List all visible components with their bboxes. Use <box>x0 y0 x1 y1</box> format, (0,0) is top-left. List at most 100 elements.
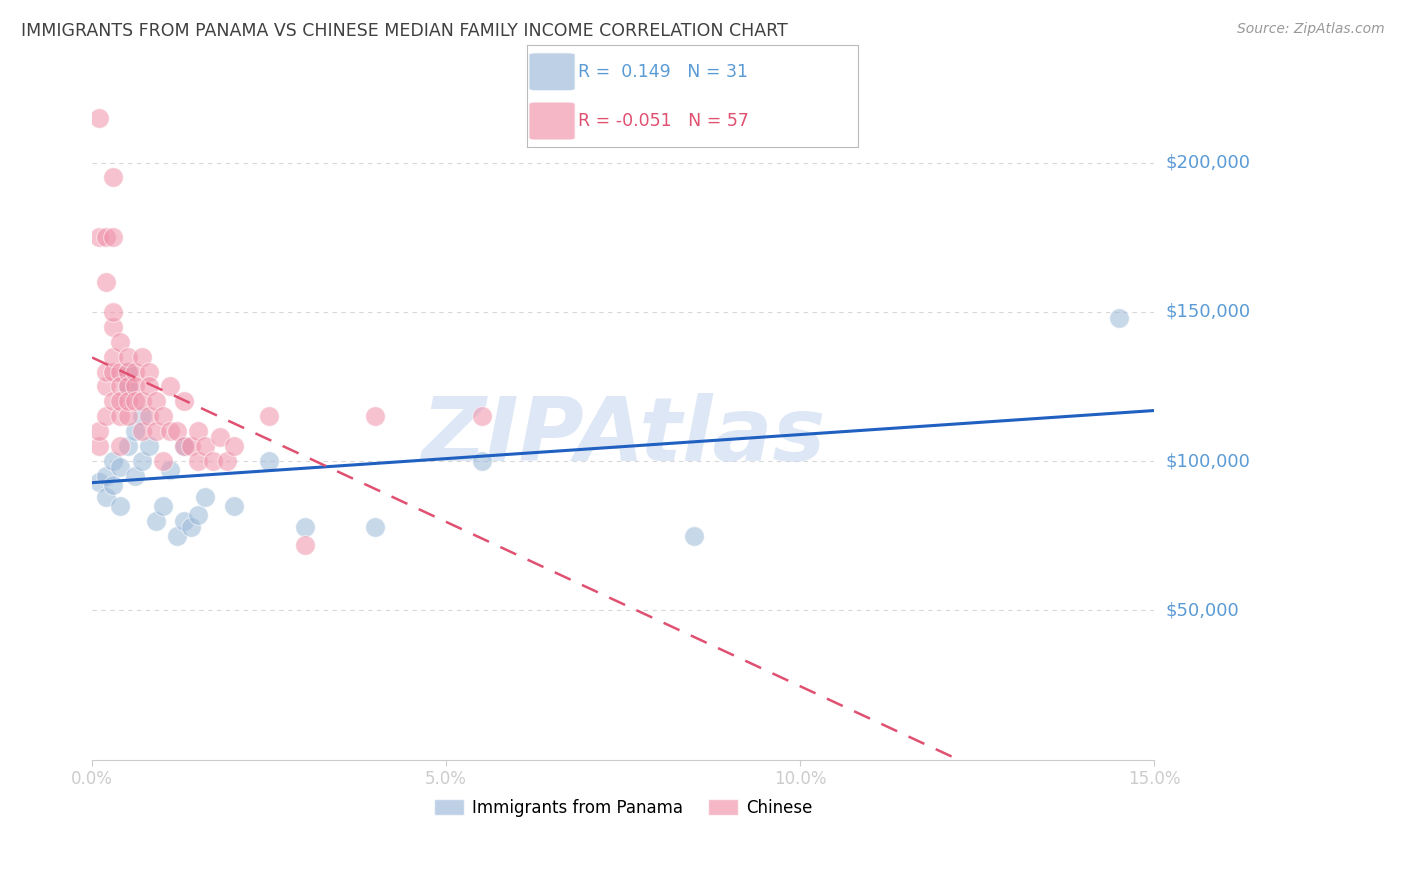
Point <box>145 424 167 438</box>
Point <box>166 529 188 543</box>
Point <box>173 439 195 453</box>
Point <box>138 379 160 393</box>
Point <box>110 379 132 393</box>
Point <box>138 439 160 453</box>
Point <box>124 469 146 483</box>
Point <box>103 230 125 244</box>
Point <box>110 409 132 424</box>
Point <box>364 409 387 424</box>
Point <box>152 499 174 513</box>
Point <box>194 490 217 504</box>
Point <box>96 469 118 483</box>
Point <box>89 230 111 244</box>
Point <box>103 365 125 379</box>
Point <box>96 275 118 289</box>
Point <box>152 409 174 424</box>
Point <box>110 439 132 453</box>
Text: ZIPAtlas: ZIPAtlas <box>420 393 825 481</box>
Point <box>152 454 174 468</box>
Point <box>294 520 316 534</box>
Point <box>117 394 139 409</box>
Point <box>96 230 118 244</box>
Point <box>131 454 153 468</box>
Point <box>103 478 125 492</box>
Point <box>110 394 132 409</box>
Point <box>124 394 146 409</box>
Point <box>117 379 139 393</box>
Point <box>208 430 231 444</box>
Point <box>110 365 132 379</box>
Point <box>103 454 125 468</box>
Point <box>103 394 125 409</box>
Point <box>166 424 188 438</box>
Point <box>117 439 139 453</box>
Point <box>89 475 111 489</box>
Point <box>159 463 181 477</box>
Point <box>257 409 280 424</box>
Point <box>124 424 146 438</box>
Point <box>180 439 202 453</box>
Point <box>201 454 224 468</box>
Legend: Immigrants from Panama, Chinese: Immigrants from Panama, Chinese <box>427 792 820 823</box>
Point <box>187 508 209 522</box>
Point <box>187 454 209 468</box>
Point <box>117 350 139 364</box>
Point <box>110 499 132 513</box>
Point <box>124 365 146 379</box>
Point <box>294 538 316 552</box>
FancyBboxPatch shape <box>529 102 575 140</box>
Point <box>145 394 167 409</box>
Point <box>103 350 125 364</box>
Point <box>194 439 217 453</box>
Text: $150,000: $150,000 <box>1166 303 1250 321</box>
Point <box>117 365 139 379</box>
Point <box>89 111 111 125</box>
Point <box>96 365 118 379</box>
Point <box>173 439 195 453</box>
Point <box>89 439 111 453</box>
Point <box>124 379 146 393</box>
Point <box>471 409 494 424</box>
Point <box>110 334 132 349</box>
Point <box>117 365 139 379</box>
Point <box>683 529 706 543</box>
Point <box>110 460 132 475</box>
Point <box>471 454 494 468</box>
Point <box>173 394 195 409</box>
Point <box>364 520 387 534</box>
Point <box>257 454 280 468</box>
Point <box>96 379 118 393</box>
Point <box>145 514 167 528</box>
Point <box>117 379 139 393</box>
Text: R =  0.149   N = 31: R = 0.149 N = 31 <box>578 62 748 81</box>
Point <box>159 424 181 438</box>
Point <box>131 424 153 438</box>
Point <box>103 170 125 185</box>
Point <box>117 409 139 424</box>
Text: R = -0.051   N = 57: R = -0.051 N = 57 <box>578 112 749 130</box>
Text: $100,000: $100,000 <box>1166 452 1250 470</box>
Text: $200,000: $200,000 <box>1166 153 1250 171</box>
Point <box>222 499 245 513</box>
Point <box>138 365 160 379</box>
Point <box>222 439 245 453</box>
Point <box>103 319 125 334</box>
Point <box>187 424 209 438</box>
Point <box>96 409 118 424</box>
Point <box>215 454 238 468</box>
Point <box>131 350 153 364</box>
Point <box>131 409 153 424</box>
Text: IMMIGRANTS FROM PANAMA VS CHINESE MEDIAN FAMILY INCOME CORRELATION CHART: IMMIGRANTS FROM PANAMA VS CHINESE MEDIAN… <box>21 22 787 40</box>
Text: $50,000: $50,000 <box>1166 601 1239 619</box>
Point <box>159 379 181 393</box>
Point <box>138 409 160 424</box>
Point <box>1108 310 1130 325</box>
Point <box>89 424 111 438</box>
Point <box>103 305 125 319</box>
FancyBboxPatch shape <box>529 53 575 91</box>
Point <box>180 520 202 534</box>
Point <box>96 490 118 504</box>
Point <box>173 514 195 528</box>
Text: Source: ZipAtlas.com: Source: ZipAtlas.com <box>1237 22 1385 37</box>
Point <box>131 394 153 409</box>
